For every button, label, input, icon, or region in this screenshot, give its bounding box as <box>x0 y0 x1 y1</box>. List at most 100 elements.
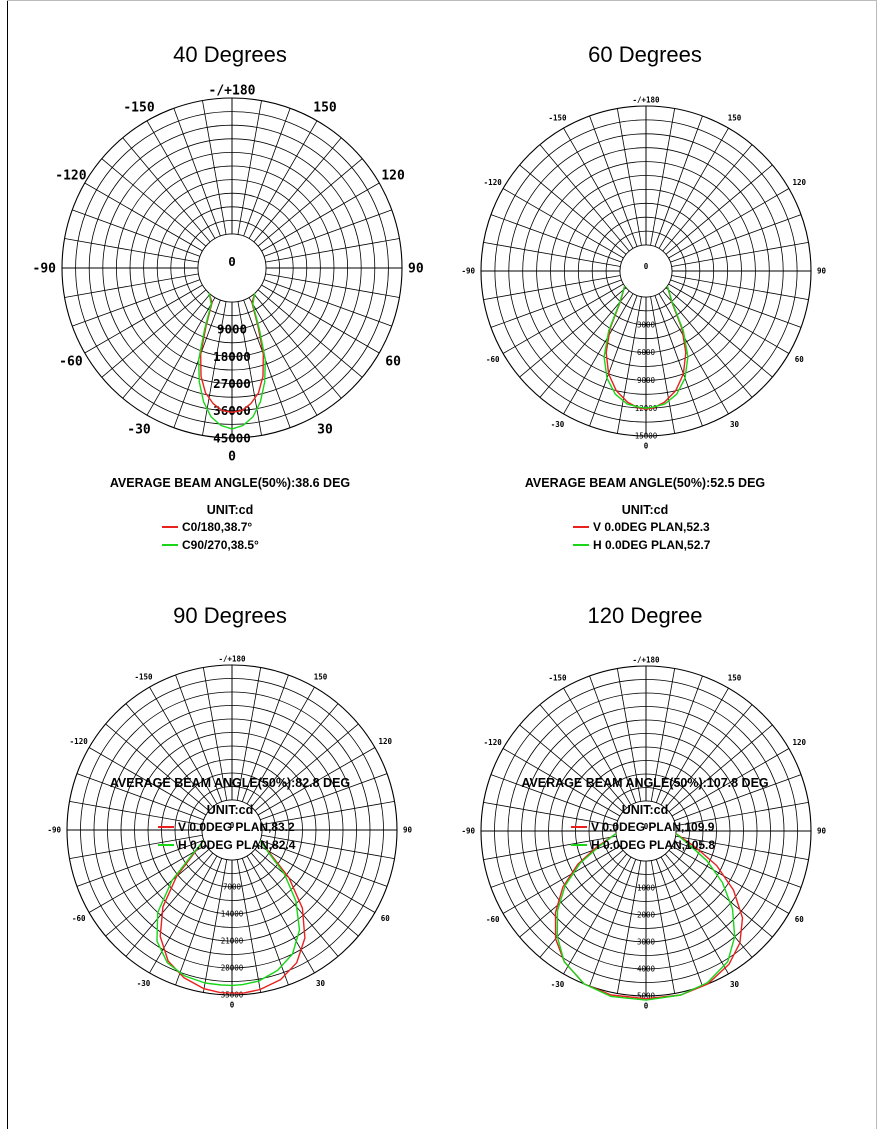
radial-tick-label: 9000 <box>637 376 656 385</box>
grid-spoke <box>490 214 622 263</box>
radial-tick-label: 5000 <box>637 992 656 1001</box>
grid-spoke <box>253 137 342 243</box>
grid-spoke <box>483 275 621 301</box>
grid-spoke <box>243 299 291 428</box>
grid-spoke <box>122 293 211 399</box>
grid-spoke <box>662 290 753 398</box>
grid-spoke <box>589 859 637 987</box>
radial-tick-label: 7000 <box>223 883 242 892</box>
grid-spoke <box>254 848 359 937</box>
grid-spoke <box>502 283 624 354</box>
angle-label: -90 <box>461 267 475 276</box>
radial-tick-label: 4000 <box>637 965 656 974</box>
angle-label: -90 <box>33 262 57 277</box>
angle-label: 30 <box>317 423 333 438</box>
grid-spoke <box>502 845 621 914</box>
legend-swatch <box>573 544 589 546</box>
grid-spoke <box>237 301 262 436</box>
grid-spoke <box>664 853 753 958</box>
radial-tick-label: 2000 <box>637 911 656 920</box>
legend-item: V 0.0DEG PLAN,83.2 <box>158 818 295 836</box>
grid-spoke <box>149 686 218 805</box>
grid-spoke <box>175 858 223 986</box>
angle-label: 0 <box>644 1002 649 1011</box>
unit-text: UNIT:cd <box>206 503 254 517</box>
angle-label: -30 <box>551 980 565 989</box>
series-line-a <box>159 839 306 994</box>
grid-spoke <box>101 158 207 247</box>
legend-swatch <box>571 844 587 846</box>
radial-tick-label: 14000 <box>221 910 244 919</box>
grid-spoke <box>563 687 632 806</box>
legend-item: C0/180,38.7° <box>162 518 259 536</box>
series-group <box>554 833 744 1001</box>
grid-spoke <box>236 859 262 993</box>
angle-label: 120 <box>793 178 807 187</box>
beam-angle-text: AVERAGE BEAM ANGLE(50%):52.5 DEG <box>524 476 766 490</box>
center-label: 0 <box>644 262 649 271</box>
grid-spoke <box>173 299 221 428</box>
grid-spoke <box>650 860 676 994</box>
legend-item: C90/270,38.5° <box>162 536 259 554</box>
radial-tick-label: 1000 <box>637 884 656 893</box>
chart-panel-90-degrees: 90 Degrees -/+180 150 120 90 60 30 0 -30 -60 -90-… <box>20 565 440 1125</box>
grid-spoke <box>539 704 628 809</box>
radial-tick-label: 18000 <box>213 349 251 364</box>
grid-spoke <box>589 115 638 247</box>
grid-spoke <box>665 287 773 378</box>
grid-spoke <box>519 849 624 938</box>
angle-label: 60 <box>795 915 805 924</box>
grid-spoke <box>261 800 395 826</box>
grid-spoke <box>671 241 809 267</box>
grid-spoke <box>658 293 729 415</box>
chart-title: 90 Degrees <box>173 603 287 628</box>
grid-spoke <box>616 108 642 246</box>
grid-spoke <box>257 289 363 378</box>
grid-spoke <box>616 296 642 434</box>
grid-spoke <box>260 839 388 887</box>
angle-label: -/+180 <box>218 655 246 664</box>
grid-spoke <box>149 855 218 974</box>
center-label: 0 <box>228 254 236 269</box>
grid-spoke <box>261 834 395 860</box>
legend-swatch <box>573 526 589 528</box>
grid-spoke <box>563 293 634 415</box>
angle-label: -150 <box>548 673 567 682</box>
legend-item: H 0.0DEG PLAN,52.7 <box>573 536 710 554</box>
legend: C0/180,38.7° C90/270,38.5° <box>162 518 259 554</box>
series-group <box>198 293 266 430</box>
grid-spoke <box>101 289 207 378</box>
grid-spoke <box>668 849 773 938</box>
radial-tick-label: 6000 <box>637 348 656 357</box>
grid-spoke <box>539 144 630 252</box>
legend-label: H 0.0DEG PLAN,52.7 <box>593 538 711 552</box>
angle-label: -60 <box>486 355 500 364</box>
radial-tick-labels: 9000 18000 27000 36000 45000 <box>213 322 251 446</box>
grid-spoke <box>668 283 790 354</box>
radial-tick-label: 3000 <box>637 938 656 947</box>
grid-spoke <box>265 238 400 263</box>
angle-label: 30 <box>730 420 740 429</box>
angle-label: 90 <box>817 267 827 276</box>
polar-chart: -/+180 150 120 90 60 30 0 -30 -60 -90 -120 -150 0 300… <box>461 96 827 451</box>
grid-spoke <box>674 774 802 822</box>
legend-item: H 0.0DEG PLAN,105.8 <box>571 836 715 854</box>
grid-spoke <box>655 859 703 987</box>
grid-spoke <box>237 100 262 235</box>
grid-spoke <box>483 241 621 267</box>
grid-spoke <box>125 852 214 957</box>
legend-item: V 0.0DEG PLAN,109.9 <box>571 818 715 836</box>
radial-tick-labels: 1000 2000 3000 4000 5000 <box>637 884 656 1001</box>
grid-spoke <box>671 748 790 817</box>
grid-spoke <box>69 834 203 860</box>
grid-spoke <box>125 703 214 808</box>
grid-spoke <box>589 295 638 427</box>
grid-spoke <box>670 279 802 328</box>
angle-labels: -/+180 150 120 90 60 30 0 -30 -60 -90 -120 -150 <box>461 656 826 1011</box>
grid-spoke <box>246 855 315 974</box>
grid-spoke <box>76 773 204 821</box>
grid-spoke <box>105 723 210 812</box>
legend-item: H 0.0DEG PLAN,82.4 <box>158 836 295 854</box>
grid-spoke <box>519 724 624 813</box>
radial-tick-label: 21000 <box>221 937 244 946</box>
